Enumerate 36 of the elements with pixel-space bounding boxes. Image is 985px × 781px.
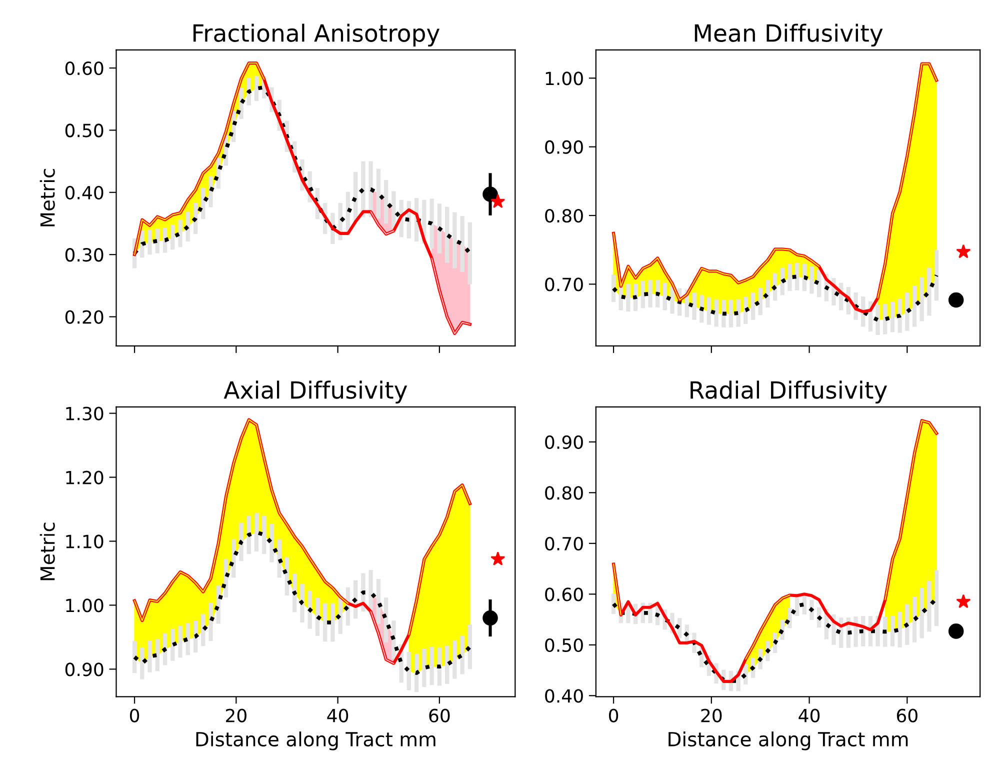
y-tick-label: 0.20: [65, 310, 104, 324]
y-tick-label: 0.80: [545, 208, 583, 223]
y-tick-label: 1.00: [66, 598, 104, 612]
x-tick-label: 60: [896, 708, 918, 722]
y-tick-label: 1.20: [66, 470, 104, 484]
y-tick-label: 0.50: [65, 124, 104, 138]
x-axis-title: Distance along Tract mm: [196, 731, 436, 750]
x-tick-label: 60: [429, 708, 450, 722]
y-tick-label: 1.00: [546, 72, 583, 86]
x-tick-label: 40: [798, 708, 820, 722]
y-tick-label: 0.30: [65, 248, 104, 262]
x-tick-label: 40: [327, 708, 348, 722]
y-axis-title: Metric: [40, 168, 55, 226]
y-tick-label: 1.10: [66, 534, 104, 548]
y-tick-label: 0.80: [545, 486, 583, 500]
chart-title: Fractional Anisotropy: [193, 24, 440, 47]
y-tick-label: 0.60: [65, 61, 104, 76]
y-tick-label: 0.90: [545, 140, 583, 154]
x-tick-label: 20: [226, 708, 246, 722]
x-tick-label: 0: [608, 708, 618, 722]
chart-title: Radial Diffusivity: [690, 380, 887, 404]
y-tick-label: 0.40: [65, 186, 104, 200]
x-tick-label: 0: [130, 708, 140, 722]
y-tick-label: 0.90: [545, 435, 583, 450]
y-tick-label: 1.30: [66, 406, 104, 420]
chart-title: Mean Diffusivity: [694, 24, 883, 47]
y-axis-title: Metric: [40, 522, 55, 580]
y-tick-label: 0.70: [545, 536, 583, 551]
y-tick-label: 0.40: [545, 689, 583, 703]
x-tick-label: 20: [701, 708, 722, 722]
chart-title: Axial Diffusivity: [224, 380, 408, 404]
y-tick-label: 0.60: [545, 588, 583, 602]
x-axis-title: Distance along Tract mm: [668, 731, 908, 750]
y-tick-label: 0.90: [65, 662, 104, 676]
y-tick-label: 0.50: [545, 638, 583, 652]
y-tick-label: 0.70: [545, 278, 583, 292]
